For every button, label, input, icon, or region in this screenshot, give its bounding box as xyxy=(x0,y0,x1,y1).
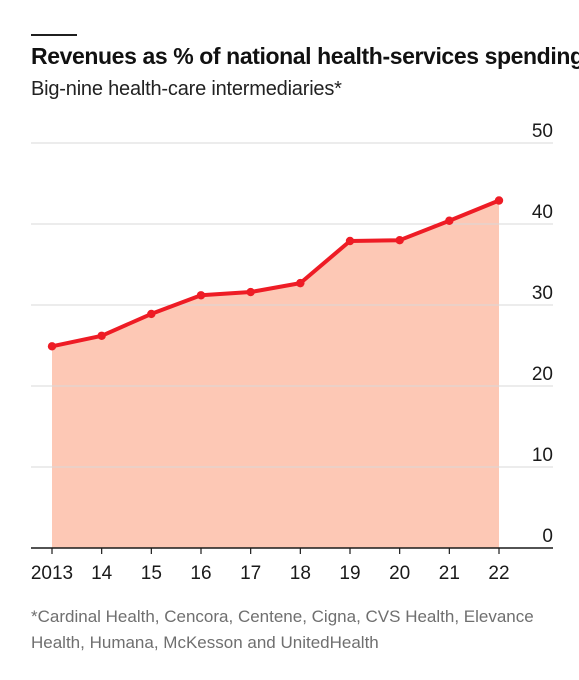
data-point xyxy=(147,309,156,319)
series-line xyxy=(50,198,501,349)
x-tick-label: 14 xyxy=(91,563,113,584)
area-fill xyxy=(52,200,499,548)
x-tick-label: 15 xyxy=(141,563,162,584)
y-tick-label: 0 xyxy=(542,526,553,547)
y-tick-label: 10 xyxy=(532,445,553,466)
x-tick-label: 20 xyxy=(389,563,410,584)
title-accent-rule xyxy=(31,34,77,36)
x-tick-label: 18 xyxy=(290,563,311,584)
x-tick-label: 17 xyxy=(240,563,261,584)
y-tick-label: 30 xyxy=(532,283,553,304)
x-tick-label: 22 xyxy=(488,563,509,584)
y-tick-label: 20 xyxy=(532,364,553,385)
data-point xyxy=(345,236,355,246)
x-tick-label: 21 xyxy=(439,563,460,584)
data-point xyxy=(47,342,57,351)
chart-subtitle: Big-nine health-care intermediaries* xyxy=(31,78,342,100)
chart-footnote: *Cardinal Health, Cencora, Centene, Cign… xyxy=(31,607,534,652)
x-tick-label: 2013 xyxy=(31,563,73,584)
area-chart: 0 10 20 30 40 50 2013 14 15 16 17 18 19 20 21 22 xyxy=(31,121,553,584)
data-point xyxy=(494,196,504,205)
y-tick-label: 40 xyxy=(532,202,553,223)
data-point xyxy=(196,291,206,300)
data-point xyxy=(97,331,106,340)
data-point xyxy=(296,278,305,288)
chart-title: Revenues as % of national health-service… xyxy=(31,43,579,69)
x-tick-label: 19 xyxy=(339,563,360,584)
data-point xyxy=(395,236,404,245)
data-point xyxy=(246,287,255,297)
data-point xyxy=(445,216,454,225)
x-tick-label: 16 xyxy=(190,563,211,584)
y-tick-label: 50 xyxy=(532,121,553,142)
